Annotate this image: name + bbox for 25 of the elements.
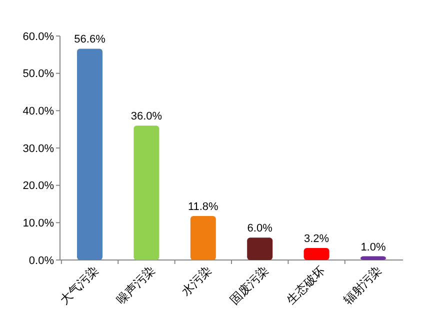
data-label: 36.0% bbox=[130, 110, 162, 123]
data-label: 56.6% bbox=[74, 34, 106, 46]
x-tick-label: 水污染 bbox=[178, 263, 214, 299]
data-label: 3.2% bbox=[304, 233, 330, 246]
x-tick-label: 噪声污染 bbox=[114, 263, 158, 308]
y-tick-label: 60.0% bbox=[22, 30, 54, 43]
bar bbox=[134, 126, 160, 260]
bar bbox=[247, 238, 273, 260]
y-tick-label: 10.0% bbox=[22, 218, 54, 230]
y-tick-label: 40.0% bbox=[22, 106, 54, 118]
bar bbox=[304, 248, 330, 260]
y-tick-label: 50.0% bbox=[22, 68, 54, 80]
data-label: 11.8% bbox=[188, 200, 219, 213]
data-label: 6.0% bbox=[247, 222, 273, 235]
y-tick-label: 20.0% bbox=[22, 180, 54, 192]
x-tick-label: 大气污染 bbox=[57, 263, 101, 308]
y-tick-label: 30.0% bbox=[22, 142, 54, 155]
bar bbox=[190, 216, 216, 260]
x-tick-label: 生态破坏 bbox=[284, 263, 328, 308]
x-tick-label: 辐射污染 bbox=[340, 263, 384, 308]
data-label: 1.0% bbox=[360, 241, 386, 254]
bar bbox=[360, 256, 386, 260]
bar bbox=[77, 48, 103, 260]
x-tick-label: 固废污染 bbox=[227, 263, 271, 308]
y-tick-label: 0.0% bbox=[28, 254, 54, 267]
